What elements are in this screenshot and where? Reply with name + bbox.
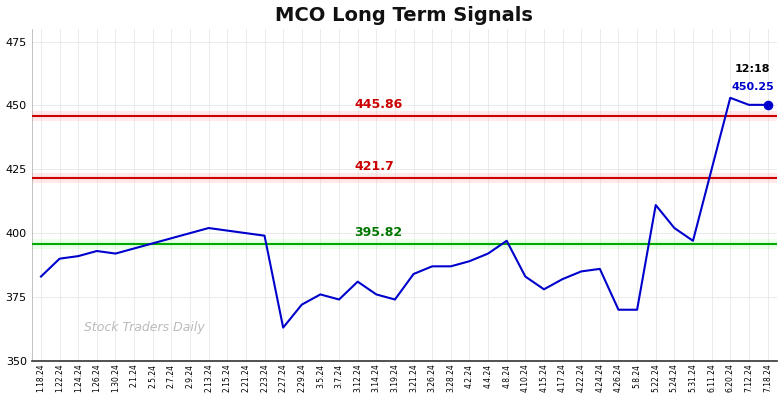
Bar: [31, 239, 777, 249]
Text: 395.82: 395.82: [354, 226, 402, 239]
Text: Stock Traders Daily: Stock Traders Daily: [84, 321, 205, 334]
Text: 445.86: 445.86: [354, 98, 402, 111]
Point: [761, 101, 774, 108]
Title: MCO Long Term Signals: MCO Long Term Signals: [275, 6, 533, 25]
Bar: [31, 173, 777, 183]
Text: 450.25: 450.25: [731, 82, 774, 92]
Bar: [31, 111, 777, 121]
Text: 12:18: 12:18: [735, 64, 771, 74]
Text: 421.7: 421.7: [354, 160, 394, 173]
